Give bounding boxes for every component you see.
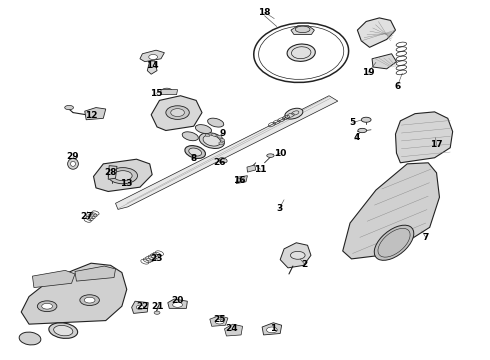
- Text: 4: 4: [353, 133, 360, 142]
- Polygon shape: [147, 61, 157, 74]
- Text: 11: 11: [254, 165, 267, 174]
- Polygon shape: [280, 243, 311, 268]
- Polygon shape: [291, 26, 315, 35]
- Ellipse shape: [84, 297, 95, 303]
- Text: 6: 6: [394, 82, 400, 91]
- Text: 12: 12: [85, 111, 98, 120]
- Polygon shape: [94, 159, 152, 192]
- Polygon shape: [247, 165, 256, 172]
- Polygon shape: [395, 112, 453, 163]
- Ellipse shape: [205, 134, 210, 137]
- Ellipse shape: [166, 106, 189, 120]
- Text: 27: 27: [80, 212, 93, 221]
- Ellipse shape: [68, 158, 78, 169]
- Polygon shape: [151, 96, 202, 131]
- Ellipse shape: [208, 118, 224, 127]
- Polygon shape: [85, 108, 106, 120]
- Text: 16: 16: [233, 176, 245, 185]
- Text: 17: 17: [430, 140, 443, 149]
- Ellipse shape: [295, 26, 310, 33]
- Text: 1: 1: [270, 324, 276, 333]
- Ellipse shape: [212, 134, 216, 136]
- Text: 13: 13: [121, 179, 133, 188]
- Text: 20: 20: [172, 296, 184, 305]
- Polygon shape: [372, 54, 396, 69]
- Ellipse shape: [108, 168, 138, 184]
- Polygon shape: [210, 316, 228, 326]
- Text: 25: 25: [213, 315, 226, 324]
- Ellipse shape: [287, 44, 315, 61]
- Text: 5: 5: [349, 118, 356, 127]
- Ellipse shape: [172, 302, 182, 307]
- Ellipse shape: [215, 319, 224, 324]
- Polygon shape: [236, 176, 247, 184]
- Text: 28: 28: [104, 168, 117, 177]
- Polygon shape: [75, 266, 116, 281]
- Ellipse shape: [65, 105, 74, 110]
- Polygon shape: [116, 96, 338, 210]
- Text: 26: 26: [213, 158, 226, 167]
- Polygon shape: [357, 18, 395, 47]
- Ellipse shape: [219, 142, 223, 145]
- Text: 14: 14: [146, 61, 158, 70]
- Polygon shape: [168, 299, 187, 309]
- Polygon shape: [343, 163, 440, 259]
- Polygon shape: [224, 324, 243, 336]
- Text: 9: 9: [220, 129, 226, 138]
- Text: 19: 19: [362, 68, 374, 77]
- Ellipse shape: [114, 171, 132, 181]
- Ellipse shape: [189, 148, 201, 156]
- Ellipse shape: [374, 225, 414, 260]
- Polygon shape: [140, 50, 164, 62]
- Text: 22: 22: [136, 302, 148, 311]
- Ellipse shape: [149, 54, 158, 59]
- Ellipse shape: [182, 132, 198, 141]
- Ellipse shape: [220, 139, 225, 141]
- Polygon shape: [132, 301, 148, 314]
- Ellipse shape: [185, 146, 205, 158]
- Ellipse shape: [37, 301, 57, 312]
- Ellipse shape: [136, 305, 144, 310]
- Ellipse shape: [161, 88, 172, 94]
- Ellipse shape: [53, 325, 73, 336]
- Ellipse shape: [171, 109, 184, 117]
- Ellipse shape: [358, 129, 367, 133]
- Ellipse shape: [196, 125, 212, 134]
- Text: 21: 21: [151, 302, 163, 311]
- Text: 24: 24: [225, 324, 238, 333]
- Text: 3: 3: [276, 204, 282, 213]
- Ellipse shape: [291, 251, 305, 259]
- Ellipse shape: [218, 135, 222, 138]
- Ellipse shape: [199, 132, 224, 148]
- Polygon shape: [262, 323, 282, 335]
- Ellipse shape: [267, 327, 277, 333]
- Ellipse shape: [219, 158, 227, 163]
- Text: 7: 7: [422, 233, 429, 242]
- Polygon shape: [108, 166, 117, 179]
- Text: 15: 15: [150, 89, 162, 98]
- Ellipse shape: [19, 332, 41, 345]
- Ellipse shape: [71, 161, 75, 166]
- Ellipse shape: [154, 311, 160, 314]
- Ellipse shape: [361, 117, 371, 122]
- Ellipse shape: [285, 108, 303, 119]
- Text: 18: 18: [258, 8, 271, 17]
- Polygon shape: [21, 263, 127, 324]
- Ellipse shape: [267, 154, 274, 157]
- Ellipse shape: [80, 295, 99, 306]
- Text: 2: 2: [301, 260, 308, 269]
- Ellipse shape: [254, 23, 348, 82]
- Polygon shape: [32, 270, 75, 288]
- Ellipse shape: [203, 135, 220, 146]
- Text: 23: 23: [150, 255, 162, 264]
- Polygon shape: [161, 90, 177, 95]
- Text: 10: 10: [274, 149, 286, 158]
- Text: 8: 8: [191, 154, 197, 163]
- Text: 29: 29: [67, 152, 79, 161]
- Ellipse shape: [42, 303, 52, 309]
- Ellipse shape: [49, 323, 77, 338]
